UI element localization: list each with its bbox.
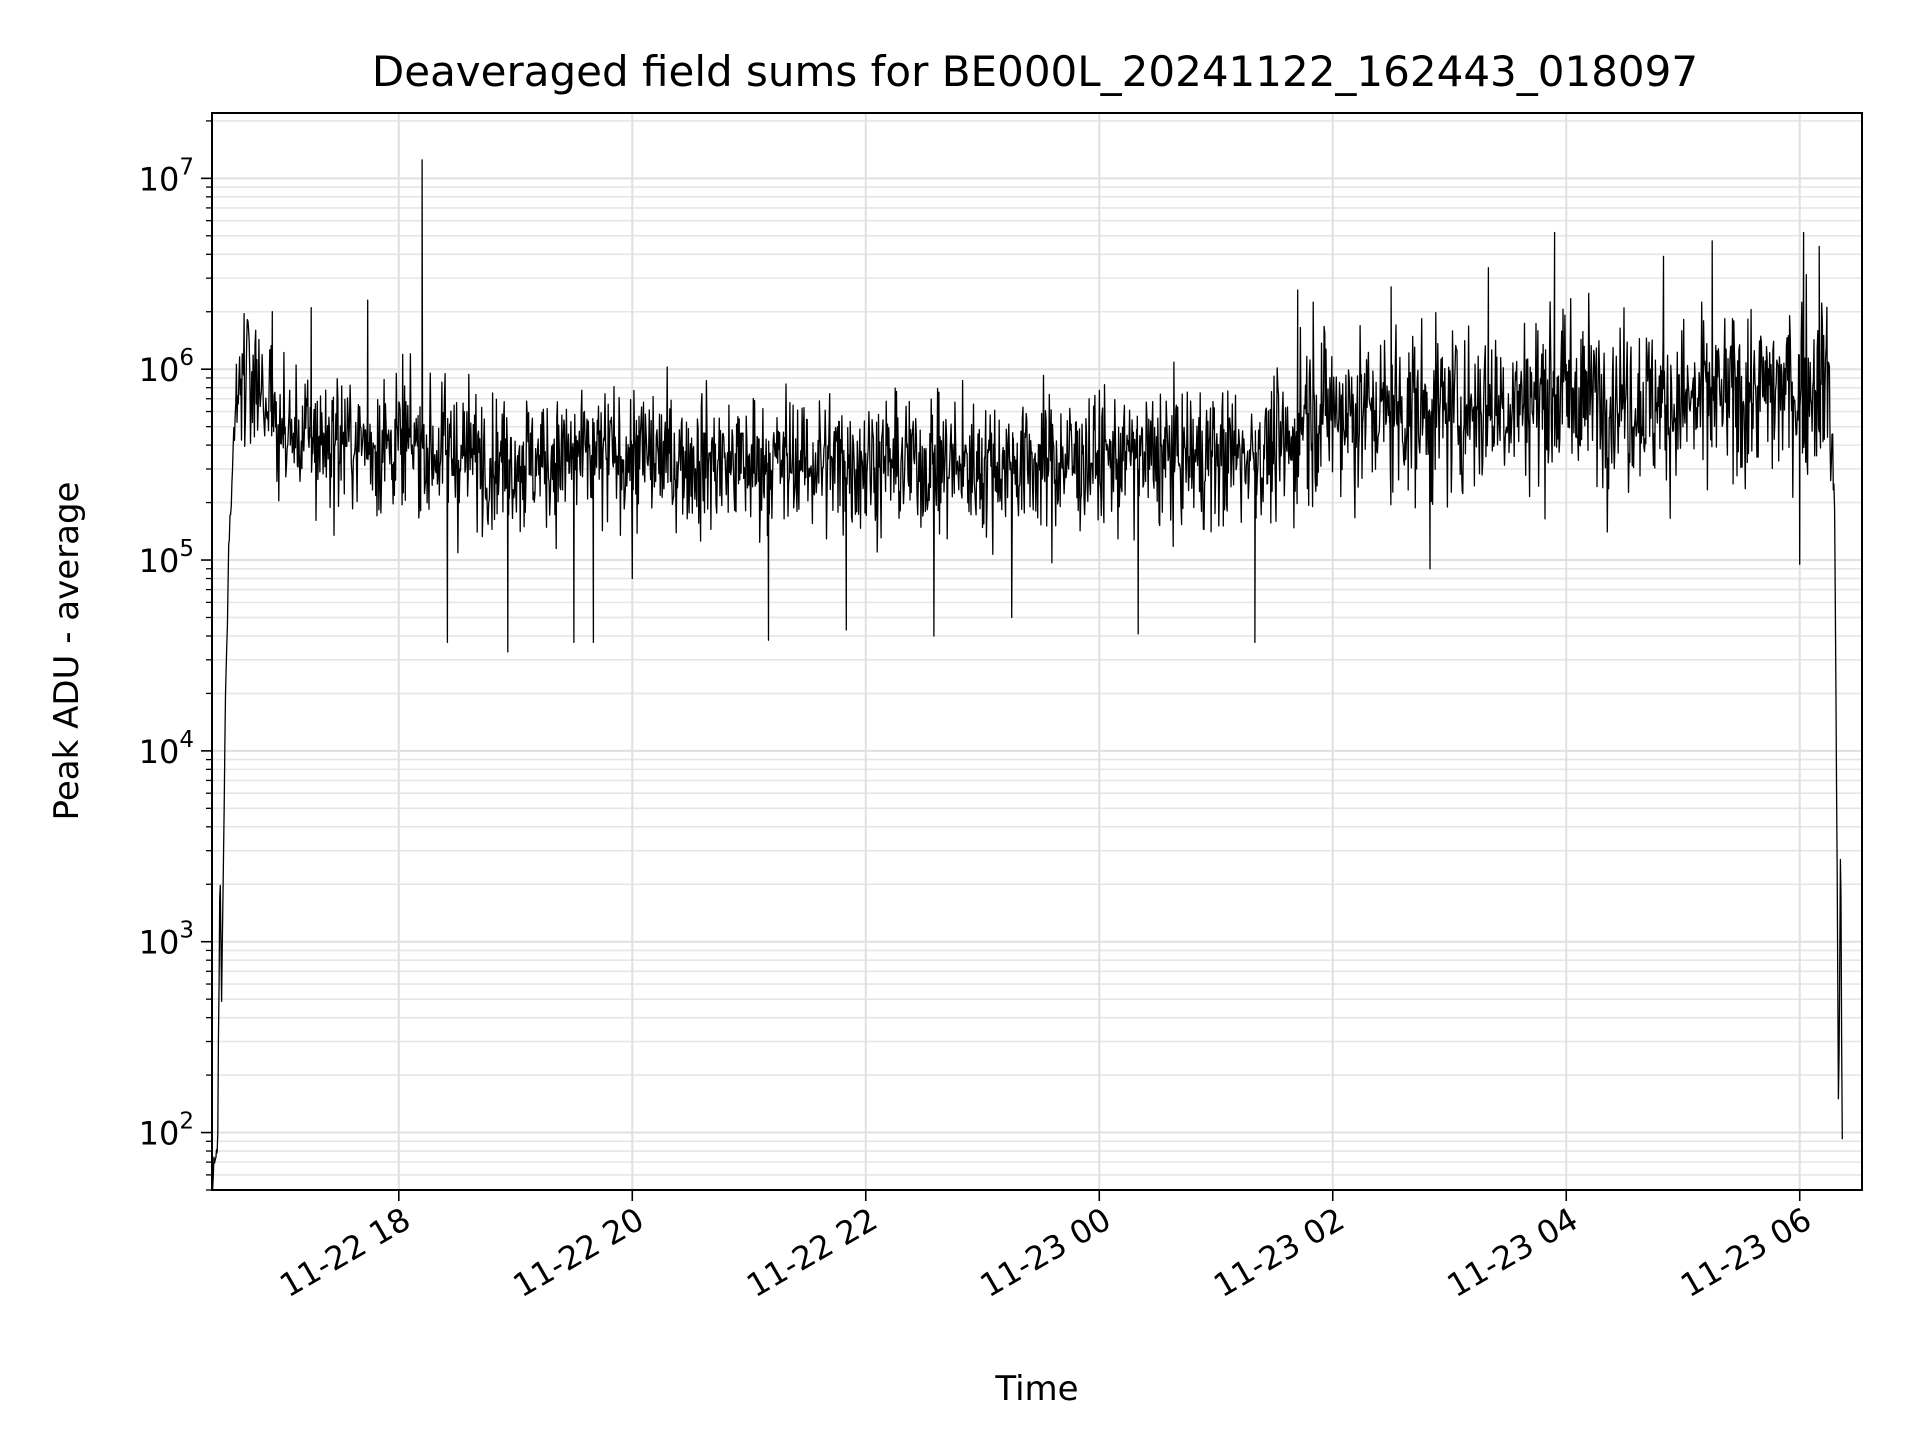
y-tick-label: 102 bbox=[139, 1109, 194, 1153]
y-tick-label: 105 bbox=[139, 536, 194, 580]
series-line bbox=[212, 159, 1843, 1190]
y-tick-label: 103 bbox=[139, 918, 194, 962]
y-axis-title: Peak ADU - average bbox=[47, 482, 87, 821]
x-axis-title: Time bbox=[994, 1369, 1078, 1409]
series-layer bbox=[212, 159, 1843, 1190]
chart-title: Deaveraged field sums for BE000L_2024112… bbox=[372, 47, 1698, 96]
grid bbox=[212, 113, 1862, 1191]
y-tick-label: 104 bbox=[139, 727, 194, 771]
y-axis: 102 103 104 105 106 107 bbox=[139, 120, 212, 1191]
y-tick-label: 106 bbox=[139, 345, 194, 389]
y-tick-label: 107 bbox=[139, 154, 194, 198]
plot-frame bbox=[211, 112, 1863, 1191]
